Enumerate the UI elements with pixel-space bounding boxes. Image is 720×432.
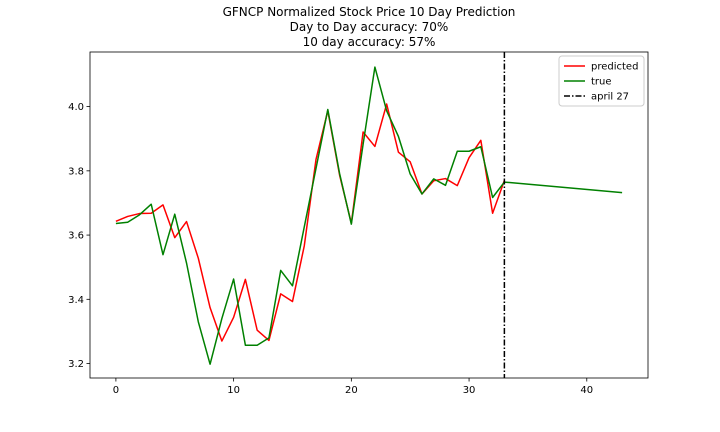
y-tick-label: 3.2	[68, 359, 84, 370]
x-tick-label: 30	[463, 385, 476, 396]
x-tick-label: 20	[345, 385, 358, 396]
plot-area	[115, 52, 623, 378]
chart-title: GFNCP Normalized Stock Price 10 Day Pred…	[223, 5, 516, 49]
plot-frame	[89, 51, 649, 379]
y-tick-label: 4.0	[68, 102, 84, 113]
legend-box	[558, 55, 645, 107]
axes: 0 10 20 30 40 3.2 3.4 3.6 3.8 4.0	[68, 51, 649, 396]
legend: predicted true april 27	[558, 55, 645, 107]
legend-label-predicted: predicted	[591, 62, 638, 73]
legend-label-true: true	[591, 77, 612, 88]
x-tick-label: 10	[227, 385, 240, 396]
y-tick-label: 3.4	[68, 295, 84, 306]
x-tick-label: 40	[580, 385, 593, 396]
legend-label-april-27: april 27	[591, 92, 629, 103]
title-line-2: Day to Day accuracy: 70%	[290, 20, 449, 34]
y-tick-label: 3.8	[68, 166, 84, 177]
title-line-1: GFNCP Normalized Stock Price 10 Day Pred…	[223, 5, 516, 19]
title-line-3: 10 day accuracy: 57%	[303, 35, 436, 49]
series-line-predicted	[115, 103, 506, 342]
x-tick-label: 0	[113, 385, 119, 396]
y-tick-label: 3.6	[68, 231, 84, 242]
series-line-true	[115, 66, 623, 365]
